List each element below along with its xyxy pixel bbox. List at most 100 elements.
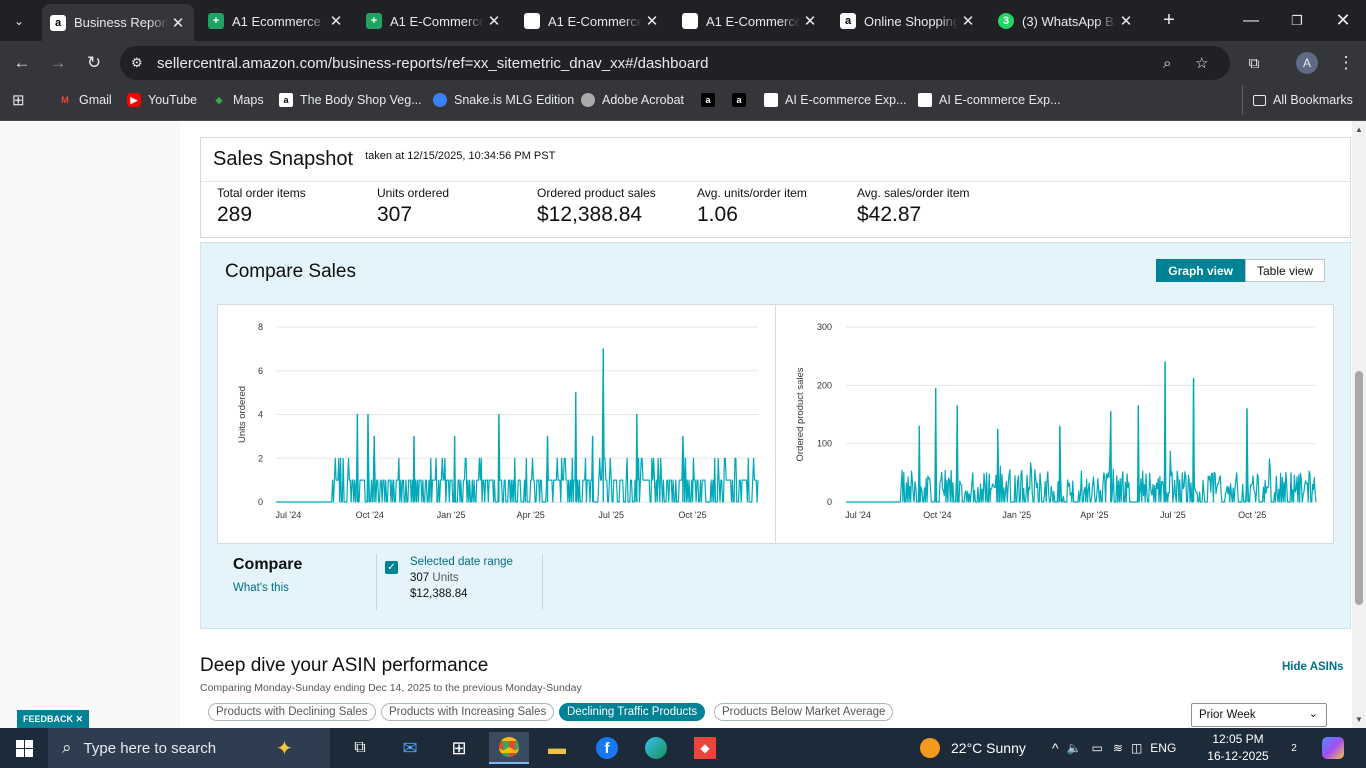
close-tab-icon[interactable]: ✕ xyxy=(803,13,817,30)
file-explorer-icon[interactable]: ▬ xyxy=(548,737,566,758)
reload-button[interactable]: ↻ xyxy=(86,53,102,72)
taskbar-clock[interactable]: 12:05 PM 16-12-2025 xyxy=(1207,732,1269,763)
all-bookmarks[interactable]: All Bookmarks xyxy=(1242,85,1353,115)
x-tick-label: Oct '24 xyxy=(356,510,384,520)
url-text[interactable]: sellercentral.amazon.com/business-report… xyxy=(157,54,709,72)
site-info-icon[interactable]: ⚙ xyxy=(131,55,143,70)
chrome-app-icon[interactable] xyxy=(489,732,529,764)
y-axis-label: Ordered product sales xyxy=(795,367,806,461)
tab-a1-ecommerce-1[interactable]: + A1 Ecommerce E ✕ xyxy=(200,5,352,37)
scroll-up-arrow[interactable]: ▲ xyxy=(1355,125,1363,134)
restore-button[interactable]: ❐ xyxy=(1291,12,1303,28)
folder-icon xyxy=(1253,94,1266,106)
minimize-button[interactable]: — xyxy=(1243,11,1259,29)
amazon-favicon: a xyxy=(732,93,746,107)
chart-divider xyxy=(775,305,776,543)
graph-view-button[interactable]: Graph view xyxy=(1156,259,1245,282)
close-window-button[interactable]: ✕ xyxy=(1335,10,1351,30)
tab-a1-ecommerce-3[interactable]: A1 E-Commerce ✕ xyxy=(516,5,668,37)
scrollbar-thumb[interactable] xyxy=(1355,371,1363,605)
notifications-icon[interactable]: 2 xyxy=(1291,742,1297,754)
address-bar[interactable]: ⚙ sellercentral.amazon.com/business-repo… xyxy=(120,46,1230,80)
new-tab-button[interactable]: + xyxy=(1163,9,1175,31)
volume-muted-icon[interactable]: 🔈 xyxy=(1066,741,1082,755)
tab-a1-ecommerce-4[interactable]: A1 E-Commerce ✕ xyxy=(674,5,826,37)
filter-declining-sales[interactable]: Products with Declining Sales xyxy=(208,703,376,721)
camera-icon[interactable]: ◫ xyxy=(1130,741,1143,755)
bookmark-amazon-2[interactable]: a xyxy=(732,85,753,115)
feedback-button[interactable]: FEEDBACK ✕ xyxy=(17,710,90,728)
forward-button[interactable]: → xyxy=(49,53,67,72)
close-tab-icon[interactable]: ✕ xyxy=(645,13,659,30)
page-scrollbar[interactable]: ▲ ▼ xyxy=(1352,121,1366,728)
youtube-icon: ▶ xyxy=(127,93,141,107)
tab-online-shopping[interactable]: a Online Shopping ✕ xyxy=(832,5,984,37)
sales-snapshot: Sales Snapshot taken at 12/15/2025, 10:3… xyxy=(200,137,1351,238)
x-tick-label: Jul '25 xyxy=(598,510,624,520)
bookmark-gmail[interactable]: M Gmail xyxy=(58,85,111,115)
bookmark-ai-ecommerce-2[interactable]: AI E-commerce Exp... xyxy=(918,85,1061,115)
selected-range-checkbox[interactable]: ✓ xyxy=(385,561,398,574)
data-series-line xyxy=(276,348,759,503)
bookmark-snake[interactable]: Snake.is MLG Edition xyxy=(433,85,574,115)
hide-asins-link[interactable]: Hide ASINs xyxy=(1282,661,1344,673)
tab-whatsapp[interactable]: 3 (3) WhatsApp Bu ✕ xyxy=(990,5,1142,37)
task-view-icon[interactable]: ⧉ xyxy=(354,739,366,756)
facebook-app-icon[interactable]: f xyxy=(587,732,627,764)
period-select[interactable]: Prior Week ⌄ xyxy=(1191,703,1327,727)
menu-kebab-icon[interactable]: ⋮ xyxy=(1337,53,1355,72)
bookmark-adobe-acrobat[interactable]: Adobe Acrobat xyxy=(581,85,684,115)
weather-widget[interactable]: 22°C Sunny xyxy=(920,728,1026,768)
left-rail xyxy=(0,121,180,728)
bookmark-body-shop[interactable]: a The Body Shop Veg... xyxy=(279,85,422,115)
filter-declining-traffic[interactable]: Declining Traffic Products xyxy=(559,703,706,721)
y-tick-label: 6 xyxy=(258,366,263,376)
filter-below-market-average[interactable]: Products Below Market Average xyxy=(714,703,894,721)
x-tick-label: Jan '25 xyxy=(1002,510,1031,520)
tab-business-reports[interactable]: a Business Reports ✕ xyxy=(42,4,194,41)
start-button[interactable] xyxy=(0,728,48,768)
bookmark-star-icon[interactable]: ☆ xyxy=(1195,55,1209,72)
selected-range-sales: $12,388.84 xyxy=(410,588,468,600)
amazon-favicon: a xyxy=(50,14,66,31)
close-tab-icon[interactable]: ✕ xyxy=(329,13,343,30)
chevron-up-icon[interactable]: ^ xyxy=(1052,740,1059,756)
selected-range-label[interactable]: Selected date range xyxy=(410,556,513,568)
close-tab-icon[interactable]: ✕ xyxy=(487,13,501,30)
mail-app-icon[interactable]: ✉ xyxy=(402,737,418,758)
close-tab-icon[interactable]: ✕ xyxy=(171,14,185,32)
chevron-down-icon: ⌄ xyxy=(1308,708,1318,720)
whats-this-link[interactable]: What's this xyxy=(233,582,289,594)
edge-app-icon[interactable] xyxy=(636,732,676,764)
tab-a1-ecommerce-2[interactable]: + A1 E-Commerce ✕ xyxy=(358,5,510,37)
store-app-icon[interactable]: ⊞ xyxy=(451,737,467,758)
anydesk-app-icon[interactable]: ◆ xyxy=(685,732,725,764)
bookmark-maps[interactable]: ◆ Maps xyxy=(212,85,264,115)
filter-increasing-sales[interactable]: Products with Increasing Sales xyxy=(381,703,555,721)
scroll-down-arrow[interactable]: ▼ xyxy=(1355,715,1363,724)
apps-grid-icon[interactable]: ⊞ xyxy=(12,92,25,109)
battery-icon[interactable]: ▭ xyxy=(1091,741,1103,755)
language-indicator[interactable]: ENG xyxy=(1150,741,1177,755)
profile-avatar[interactable]: A xyxy=(1296,52,1318,74)
zoom-icon[interactable]: ⌕ xyxy=(1163,54,1172,72)
bookmark-ai-ecommerce-1[interactable]: AI E-commerce Exp... xyxy=(764,85,907,115)
sun-icon xyxy=(920,738,940,758)
close-tab-icon[interactable]: ✕ xyxy=(1119,13,1133,30)
bookmark-amazon-1[interactable]: a xyxy=(701,85,722,115)
taskbar-search[interactable]: ⌕ Type here to search ✦ xyxy=(48,728,330,768)
extensions-icon[interactable]: ⧉ xyxy=(1248,54,1260,72)
amazon-favicon: a xyxy=(701,93,715,107)
y-tick-label: 300 xyxy=(817,322,832,332)
metric-total-order-items: Total order items 289 xyxy=(217,186,306,226)
close-tab-icon[interactable]: ✕ xyxy=(961,13,975,30)
tab-search-button[interactable]: ⌄ xyxy=(13,13,25,28)
back-button[interactable]: ← xyxy=(13,53,31,72)
wifi-icon[interactable]: ≋ xyxy=(1112,741,1123,755)
table-view-button[interactable]: Table view xyxy=(1244,259,1325,282)
x-tick-label: Jan '25 xyxy=(437,510,466,520)
search-highlight-icon: ✦ xyxy=(276,737,293,760)
metric-avg-sales-per-order: Avg. sales/order item $42.87 xyxy=(857,186,970,226)
bookmark-youtube[interactable]: ▶ YouTube xyxy=(127,85,197,115)
copilot-icon[interactable] xyxy=(1322,737,1344,759)
